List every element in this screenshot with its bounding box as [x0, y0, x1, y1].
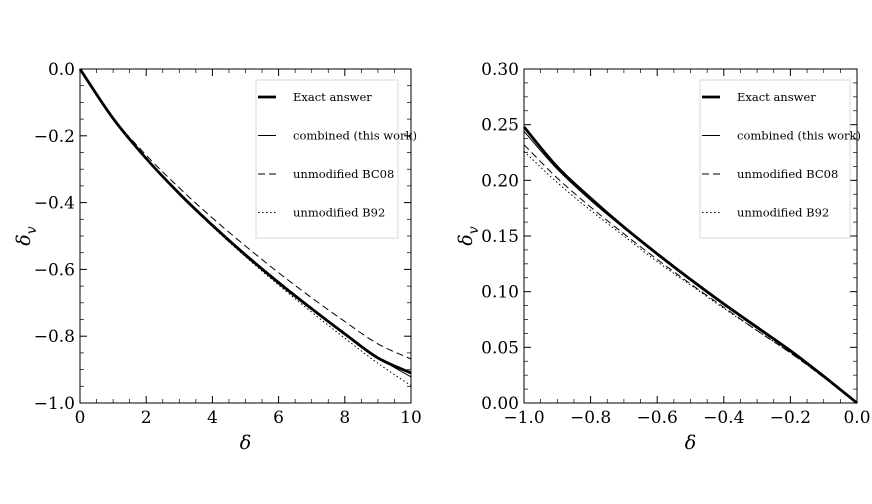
y-tick-label: −0.4	[34, 194, 75, 214]
x-tick-label: 2	[141, 408, 152, 428]
x-tick-label: −0.4	[703, 408, 744, 428]
y-tick-label: 0.00	[481, 394, 519, 414]
y-tick-label: 0.30	[481, 60, 519, 80]
y-axis-label: δv	[455, 226, 482, 245]
series-line-thin	[79, 68, 412, 378]
x-tick-label: 4	[207, 408, 218, 428]
legend-label: unmodified B92	[293, 206, 385, 220]
y-tick-label: 0.20	[481, 171, 519, 191]
legend-label: combined (this work)	[737, 129, 861, 143]
legend-box	[699, 79, 851, 239]
x-tick-label: −0.2	[770, 408, 811, 428]
right-panel: −1.0 −0.8 −0.6 −0.4 −0.2 0.0 0.00 0.05 0.10 0.15 0…	[455, 60, 871, 454]
series-line-thick	[522, 125, 858, 405]
y-axis-label-group: δv	[13, 226, 40, 245]
x-tick-label: 6	[273, 408, 284, 428]
legend-label: combined (this work)	[293, 129, 417, 143]
legend-label: unmodified BC08	[737, 167, 838, 181]
y-tick-label: −0.6	[34, 260, 75, 280]
series-line-dotted	[523, 151, 858, 404]
y-tick-label: 0.15	[481, 227, 519, 247]
x-tick-label: −0.8	[570, 408, 611, 428]
legend-label: unmodified BC08	[293, 167, 394, 181]
series-line-dashed	[79, 68, 412, 360]
y-tick-label: 0.25	[481, 116, 519, 136]
series-line-dotted	[79, 68, 412, 387]
x-axis-label: δ	[685, 432, 696, 454]
y-axis-label: δv	[13, 226, 40, 245]
legend-label: Exact answer	[293, 90, 372, 104]
x-tick-label: −1.0	[503, 408, 544, 428]
x-tick-label: 0	[75, 408, 86, 428]
y-tick-label: −0.2	[34, 127, 75, 147]
y-tick-label: 0.05	[481, 338, 519, 358]
series-line-dashed	[523, 144, 858, 404]
x-tick-label: −0.6	[637, 408, 678, 428]
series-line-thin	[523, 131, 858, 404]
legend-box	[255, 79, 399, 239]
x-tick-label: 0.0	[843, 408, 870, 428]
x-axis-label: δ	[240, 432, 251, 454]
y-tick-label: −0.8	[34, 327, 75, 347]
left-panel: 0 2 4 6 8 10 0.0 −0.2 −0.4 −0.6 −0.8 −1.0 δ δv Exact a…	[13, 60, 422, 454]
x-tick-label: 8	[339, 408, 350, 428]
y-tick-label: 0.0	[48, 60, 75, 80]
y-tick-label: 0.10	[481, 283, 519, 303]
legend-label: unmodified B92	[737, 206, 829, 220]
legend-label: Exact answer	[737, 90, 816, 104]
y-axis-label-group: δv	[455, 226, 482, 245]
y-tick-label: −1.0	[34, 394, 75, 414]
x-tick-label: 10	[400, 408, 422, 428]
